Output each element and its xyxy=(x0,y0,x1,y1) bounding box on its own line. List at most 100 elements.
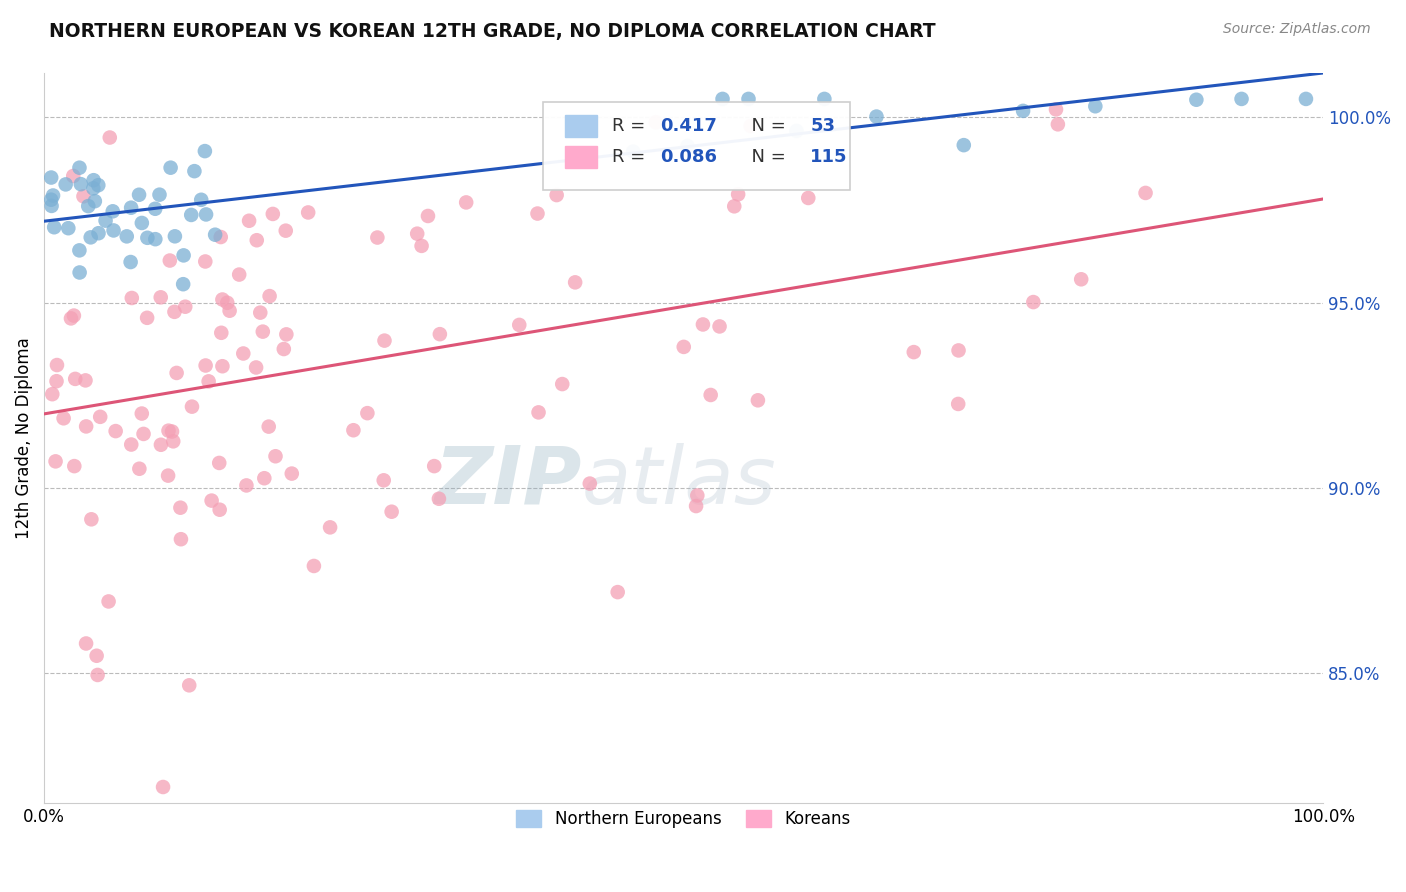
Point xyxy=(103,223,125,237)
Point xyxy=(75,373,97,387)
Point xyxy=(865,110,887,124)
Point xyxy=(67,244,90,258)
Point xyxy=(948,397,970,411)
Point xyxy=(80,512,103,526)
Point xyxy=(692,318,714,332)
Point xyxy=(423,459,446,474)
Point xyxy=(101,204,124,219)
Point xyxy=(578,476,600,491)
Legend: Northern Europeans, Koreans: Northern Europeans, Koreans xyxy=(509,804,858,835)
Point xyxy=(160,425,183,439)
Point xyxy=(373,473,395,487)
Point xyxy=(644,115,666,129)
Point xyxy=(69,177,91,191)
Point xyxy=(264,449,287,463)
Point xyxy=(39,193,62,207)
Point xyxy=(1185,93,1208,107)
Point xyxy=(551,377,574,392)
Point xyxy=(209,326,232,340)
Point xyxy=(727,187,749,202)
Point xyxy=(228,268,250,282)
Point xyxy=(546,188,568,202)
Point xyxy=(143,232,166,246)
Point xyxy=(83,194,105,209)
Text: Source: ZipAtlas.com: Source: ZipAtlas.com xyxy=(1223,22,1371,37)
Point xyxy=(172,277,194,292)
Point xyxy=(208,502,231,516)
Point xyxy=(1135,186,1157,200)
Point xyxy=(131,216,153,230)
Point xyxy=(686,488,709,502)
Text: 53: 53 xyxy=(810,117,835,136)
Point xyxy=(406,227,429,241)
Point xyxy=(52,411,75,425)
Point xyxy=(120,255,142,269)
Point xyxy=(87,226,110,240)
Point xyxy=(136,310,159,325)
Point xyxy=(86,668,108,682)
Point xyxy=(903,345,925,359)
Point xyxy=(952,138,974,153)
Point xyxy=(39,170,62,185)
Point xyxy=(246,233,269,247)
Point xyxy=(170,532,193,546)
Point xyxy=(508,318,530,332)
Text: 0.417: 0.417 xyxy=(661,117,717,136)
Point xyxy=(83,173,105,187)
Point xyxy=(62,169,84,183)
Point xyxy=(411,239,433,253)
Point xyxy=(209,230,232,244)
Text: N =: N = xyxy=(740,148,792,166)
Point xyxy=(149,290,172,304)
Point xyxy=(128,187,150,202)
Point xyxy=(115,229,138,244)
Point xyxy=(69,265,91,279)
Point xyxy=(672,340,695,354)
Point xyxy=(218,303,240,318)
Point xyxy=(174,300,197,314)
Point xyxy=(46,358,69,372)
Point xyxy=(194,144,217,158)
Point xyxy=(948,343,970,358)
Point xyxy=(45,454,67,468)
Point xyxy=(621,145,644,159)
Point xyxy=(94,213,117,227)
Point xyxy=(723,199,745,213)
Point xyxy=(166,366,188,380)
Text: NORTHERN EUROPEAN VS KOREAN 12TH GRADE, NO DIPLOMA CORRELATION CHART: NORTHERN EUROPEAN VS KOREAN 12TH GRADE, … xyxy=(49,22,936,41)
Point xyxy=(785,124,807,138)
Point xyxy=(456,195,478,210)
Text: R =: R = xyxy=(612,148,651,166)
FancyBboxPatch shape xyxy=(543,103,849,190)
Point xyxy=(132,426,155,441)
Point xyxy=(1230,92,1253,106)
Point xyxy=(238,213,260,227)
Point xyxy=(104,424,127,438)
Text: ZIP: ZIP xyxy=(434,442,581,521)
Point xyxy=(249,305,271,319)
Point xyxy=(183,164,205,178)
Point xyxy=(163,305,186,319)
Point xyxy=(302,558,325,573)
Point xyxy=(797,191,820,205)
Point xyxy=(157,424,180,438)
Point xyxy=(149,438,172,452)
Point xyxy=(257,419,280,434)
Point xyxy=(813,92,835,106)
Point xyxy=(197,375,219,389)
Point xyxy=(41,199,63,213)
Point xyxy=(1070,272,1092,286)
Point xyxy=(159,161,181,175)
Point xyxy=(63,372,86,386)
Point xyxy=(232,346,254,360)
Point xyxy=(128,461,150,475)
Point xyxy=(699,388,721,402)
Point xyxy=(253,471,276,485)
Text: 0.086: 0.086 xyxy=(661,148,717,166)
Point xyxy=(59,311,82,326)
Point xyxy=(169,500,191,515)
Point xyxy=(41,387,63,401)
Point xyxy=(740,119,762,133)
Point xyxy=(273,342,295,356)
Point xyxy=(190,193,212,207)
